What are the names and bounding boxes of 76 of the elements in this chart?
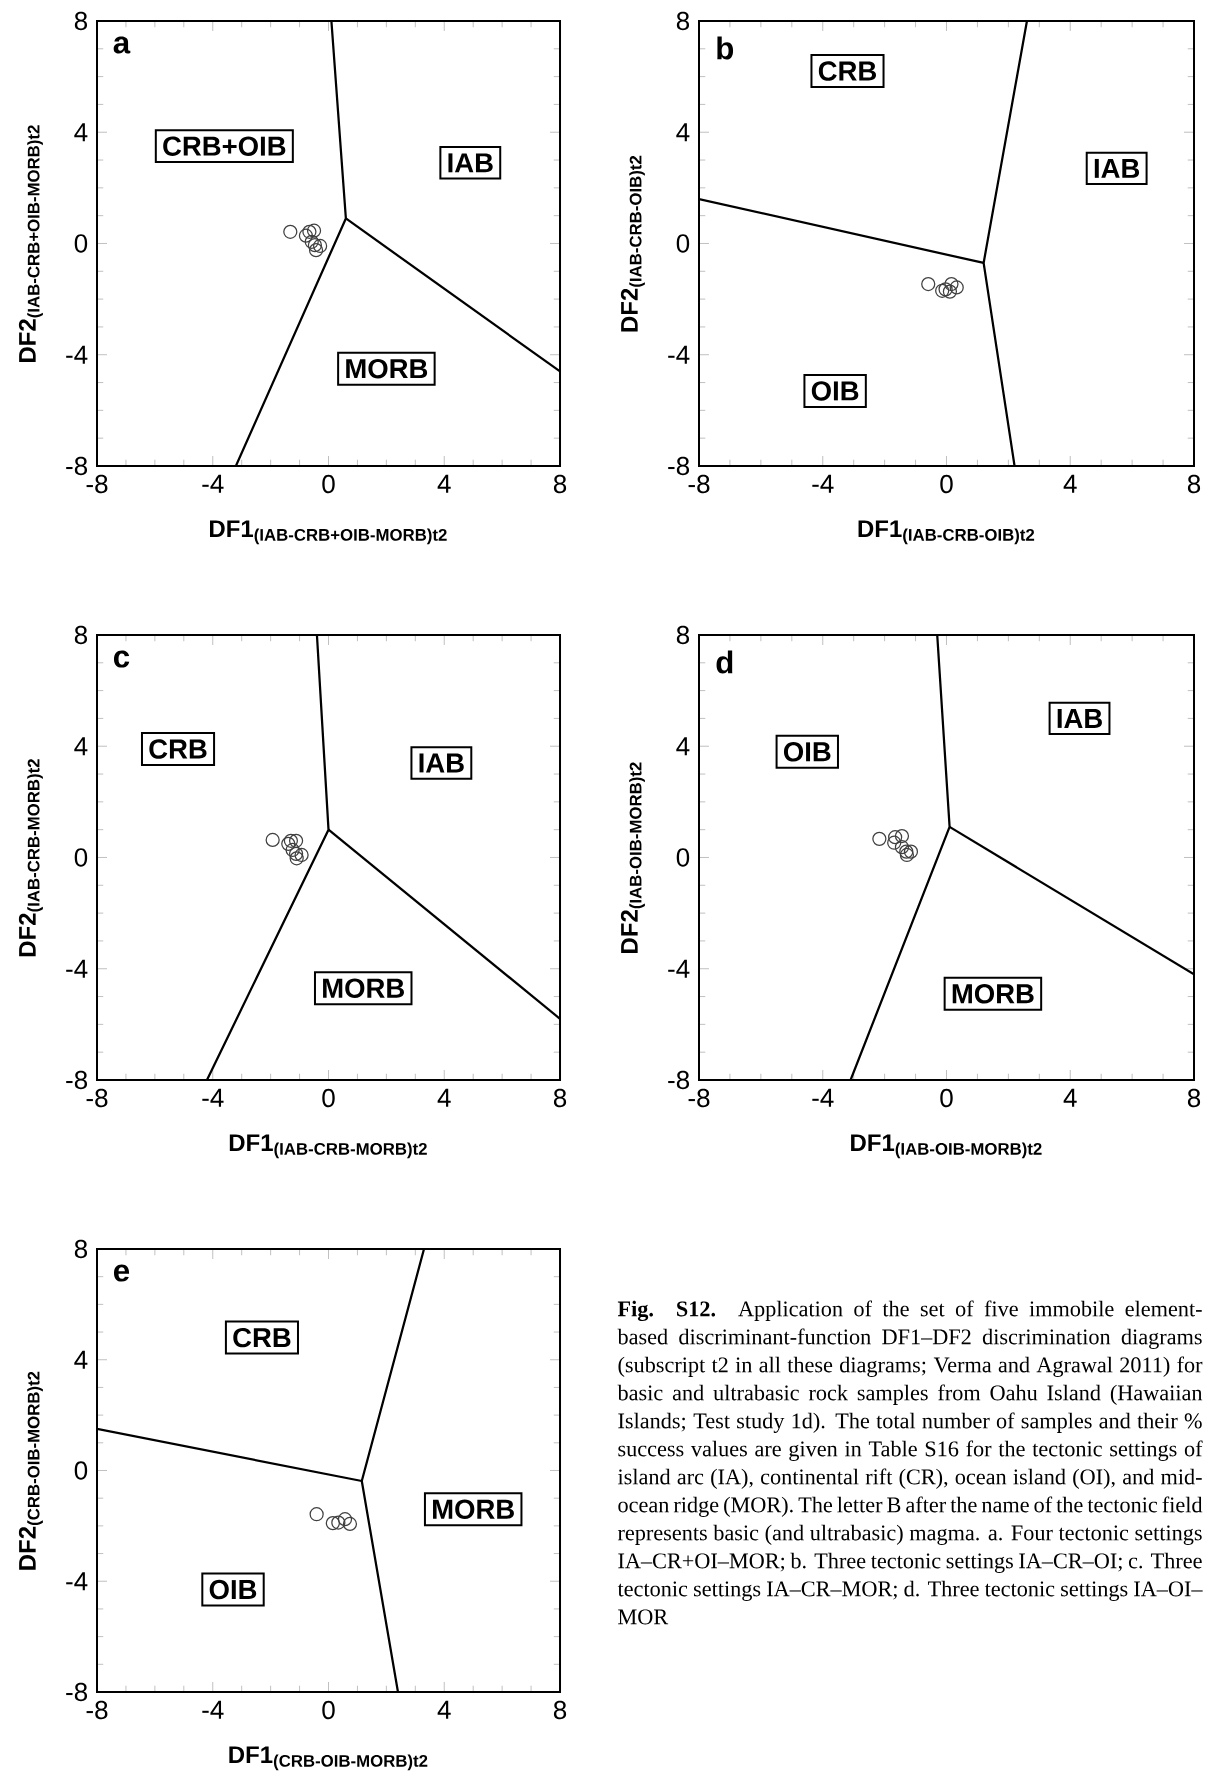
x-tick-label: -4 (812, 474, 834, 493)
annotation: IAB (1094, 158, 1140, 178)
x-tick-label: -4 (202, 1700, 224, 1719)
y-axis-title: $\text{\textbf{DF2}}_{\text{\textbf{(IAB-OIB-MORB)t2}}}$ (620, 762, 645, 953)
y-tick-label: -4 (66, 1572, 88, 1591)
annotation: CRB (818, 61, 877, 81)
x-tick-label: 8 (553, 474, 567, 494)
x-tick-label: 4 (437, 1700, 451, 1719)
chart-title: c (113, 650, 130, 668)
x-axis-title: $\text{\textbf{DF1}}_{\text{\textbf{(IAB-OIB-MORB)t2}}}$ (851, 1134, 1042, 1159)
y-tick-label: 8 (676, 11, 690, 31)
chart-title: d (716, 650, 733, 674)
x-axis-title: $\text{\textbf{DF1}}_{\text{\textbf{(IAB-CRB+OIB-MORB)t2}}}$ (209, 520, 447, 545)
annotation: OIB (811, 381, 859, 401)
y-axis-title: $\text{\textbf{DF2}}_{\text{\textbf{(IAB-CRB+OIB-MORB)t2}}}$ (18, 125, 43, 362)
annotation: MORB (323, 978, 404, 998)
x-tick-label: 8 (1187, 474, 1201, 494)
y-tick-label: 0 (74, 234, 88, 253)
y-tick-label: 4 (74, 123, 88, 142)
annotation: OIB (783, 742, 831, 762)
annotation: CRB (233, 1327, 291, 1348)
chart-title: b (717, 36, 734, 60)
x-tick-label: -4 (202, 474, 224, 493)
annotation: MORB (346, 358, 428, 379)
x-axis-title: $\text{\textbf{DF1}}_{\text{\textbf{(IAB-CRB-OIB)t2}}}$ (858, 520, 1035, 545)
y-axis-title: $\text{\textbf{DF2}}_{\text{\textbf{(CRB-OIB-MORB)t2}}}$ (18, 1371, 43, 1570)
annotation: OIB (209, 1579, 257, 1600)
y-tick-label: -4 (66, 345, 88, 364)
y-tick-label: -8 (668, 456, 690, 476)
y-tick-label: 8 (74, 1239, 88, 1259)
x-tick-label: 0 (322, 1088, 335, 1108)
y-axis-title: $\text{\textbf{DF2}}_{\text{\textbf{(IAB-CRB-MORB)t2}}}$ (18, 759, 43, 957)
x-tick-label: 0 (322, 474, 335, 494)
y-tick-label: 4 (676, 123, 690, 142)
x-tick-label: 0 (940, 1088, 953, 1108)
y-tick-label: 0 (74, 1461, 88, 1480)
x-tick-label: -4 (812, 1088, 834, 1107)
x-tick-label: 8 (553, 1088, 567, 1108)
y-tick-label: 4 (676, 737, 690, 756)
x-axis-title: $\text{\textbf{DF1}}_{\text{\textbf{(IAB-CRB-MORB)t2}}}$ (229, 1134, 427, 1159)
y-tick-label: 0 (676, 234, 690, 253)
x-tick-label: 4 (437, 474, 451, 493)
y-tick-label: -4 (668, 959, 690, 978)
x-tick-label: 4 (1063, 1088, 1077, 1107)
x-tick-label: 0 (940, 474, 953, 494)
y-tick-label: 4 (74, 737, 88, 756)
chart-title: a (113, 36, 131, 54)
x-tick-label: 4 (1063, 474, 1077, 493)
x-tick-label: 4 (437, 1088, 451, 1107)
annotation: CRB+OIB (163, 136, 286, 156)
text: Fig. S12. Application of the set of five immobile element-based discriminant-function DF1–DF2 discrimination diagrams (subscript t2 in all these diagrams; Verma and Agrawal 2011) for basic and ultrabasic rock samples from Oahu Island (Hawaiian Islands; Test study 1d). The total number of samples and their % success values are given in Table S16 for the tectonic settings of island arc (IA), continental rift (CR), ocean island (OI), and mid-ocean ridge (MOR). The letter B after the name of the tectonic field represents basic (and ultrabasic) magma. a. Four tectonic settings IA–CR+OI–MOR; b. Three tectonic settings IA–CR–OI; c. Three tectonic settings IA–CR–MOR; d. Three tectonic settings IA–OI–MOR (617, 1300, 1203, 1625)
annotation: IAB (419, 753, 464, 773)
y-tick-label: -8 (668, 1070, 690, 1090)
y-tick-label: 8 (676, 625, 690, 645)
y-tick-label: -8 (66, 456, 88, 476)
y-tick-label: 0 (676, 848, 690, 867)
x-axis-title: $\text{\textbf{DF1}}_{\text{\textbf{(CRB-OIB-MORB)t2}}}$ (229, 1746, 428, 1771)
y-tick-label: -4 (66, 959, 88, 978)
y-tick-label: -8 (66, 1070, 88, 1090)
y-tick-label: 0 (74, 848, 88, 867)
y-tick-label: 4 (74, 1350, 88, 1369)
y-tick-label: 8 (74, 11, 88, 31)
y-tick-label: -4 (668, 345, 690, 364)
x-tick-label: 8 (553, 1700, 567, 1720)
y-axis-title: $\text{\textbf{DF2}}_{\text{\textbf{(IAB-CRB-OIB)t2}}}$ (620, 155, 645, 332)
annotation: MORB (433, 1499, 514, 1519)
y-tick-label: -8 (66, 1682, 88, 1702)
annotation: MORB (952, 984, 1034, 1004)
annotation: CRB (149, 739, 207, 759)
y-tick-label: 8 (74, 625, 88, 645)
annotation: IAB (1057, 708, 1102, 728)
annotation: IAB (448, 153, 493, 173)
chart-title: e (113, 1264, 130, 1282)
x-tick-label: 8 (1187, 1088, 1201, 1108)
x-tick-label: 0 (322, 1700, 335, 1720)
x-tick-label: -4 (202, 1088, 224, 1107)
